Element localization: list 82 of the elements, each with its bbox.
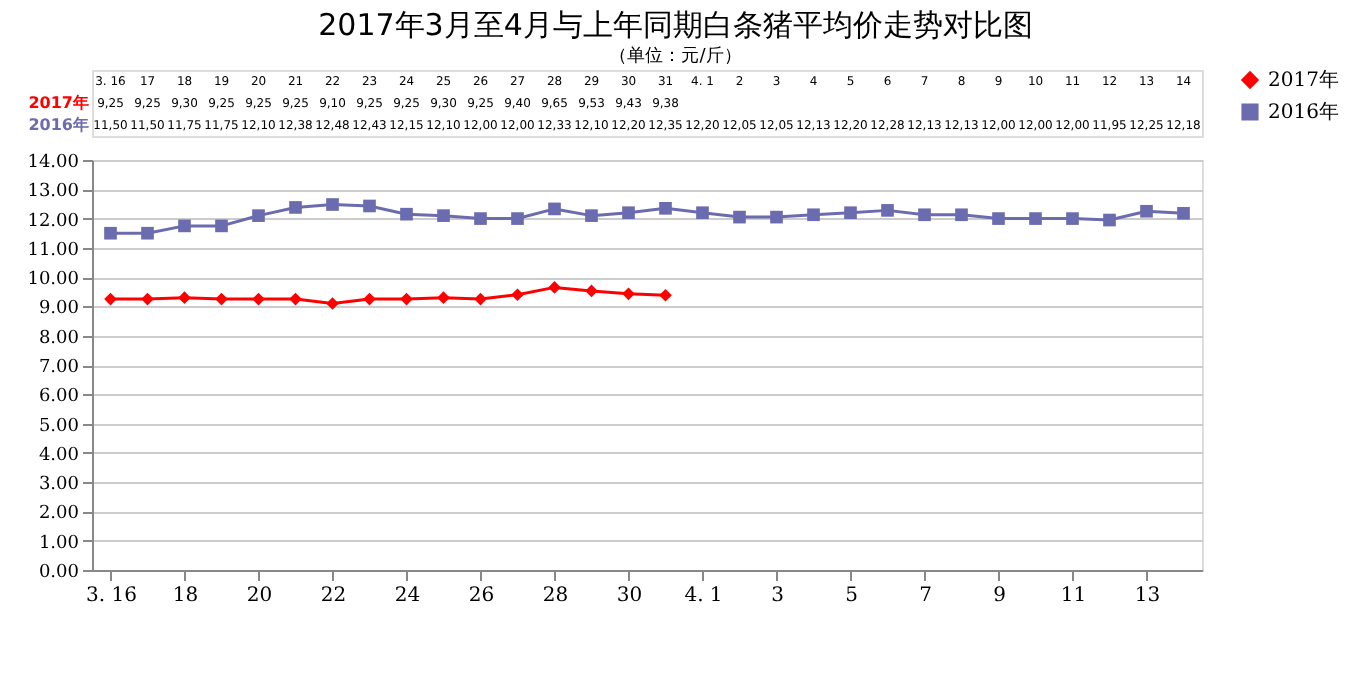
category-label: 13 [1134, 585, 1161, 607]
point [289, 201, 302, 214]
category-label: 3. 16 [86, 585, 137, 607]
point [881, 204, 894, 217]
point [215, 292, 228, 306]
point [548, 202, 561, 216]
point [585, 284, 598, 298]
point [252, 209, 265, 222]
point [178, 291, 191, 304]
point [659, 202, 672, 215]
point [1029, 212, 1042, 225]
point [548, 281, 561, 294]
point [363, 292, 376, 306]
point [992, 212, 1005, 225]
y-tick-label: 7.00 [38, 358, 80, 378]
point [178, 219, 191, 233]
category-label: 22 [320, 585, 347, 607]
text: 2016年 [28, 116, 89, 134]
y-tick-label: 0.00 [38, 563, 80, 583]
category-label: 7 [919, 585, 932, 607]
category-label: 20 [246, 585, 273, 607]
point [1140, 204, 1153, 218]
y-tick-label: 9.00 [38, 299, 80, 320]
point [326, 198, 339, 211]
category-label: 4. 1 [684, 585, 723, 607]
point [807, 208, 820, 222]
point [400, 292, 413, 306]
y-tick-label: 2.00 [38, 504, 80, 525]
point [289, 292, 302, 306]
point [770, 210, 783, 224]
point [1177, 206, 1190, 220]
chart-subtitle: （单位：元/斤） [609, 45, 742, 67]
point [437, 291, 450, 304]
point [585, 209, 598, 222]
y-tick-label: 10.00 [27, 270, 80, 291]
y-tick-label: 13.00 [27, 182, 80, 203]
point [1103, 213, 1116, 227]
point [955, 208, 968, 222]
point [622, 206, 635, 220]
y-tick-label: 4.00 [38, 445, 80, 466]
point [104, 292, 117, 306]
point [363, 199, 376, 213]
chart-title: 2017年3月至4月与上年同期白条猪平均价走势对比图 [318, 7, 1033, 43]
point [215, 219, 228, 233]
point [844, 206, 857, 220]
text: 2017年 [28, 94, 89, 112]
legend-label: 2017年 [1268, 68, 1339, 92]
point [696, 206, 709, 220]
category-label: 30 [616, 585, 643, 607]
y-tick-label: 12.00 [27, 211, 80, 232]
y-tick-label: 6.00 [38, 387, 80, 408]
y-tick-label: 5.00 [38, 416, 80, 437]
category-label: 28 [542, 585, 569, 607]
point [659, 288, 672, 302]
category-label: 9 [993, 585, 1006, 607]
point [141, 226, 154, 240]
legend-label: 2016年 [1268, 100, 1339, 124]
point [511, 288, 524, 302]
point [141, 292, 154, 306]
y-tick-label: 14.00 [27, 153, 80, 173]
y-tick-label: 1.00 [38, 533, 80, 554]
point [474, 292, 487, 306]
point [400, 207, 413, 221]
category-label: 5 [845, 585, 858, 607]
point [252, 292, 265, 306]
y-tick-label: 8.00 [38, 328, 80, 349]
category-label: 26 [468, 585, 495, 607]
y-tick-label: 11.00 [27, 240, 80, 261]
category-label: 24 [394, 585, 421, 607]
point [437, 209, 450, 222]
point [918, 208, 931, 222]
y-tick-label: 3.00 [38, 475, 80, 496]
category-label: 11 [1060, 585, 1087, 607]
point [326, 297, 339, 310]
category-label: 3 [771, 585, 784, 607]
point [1066, 212, 1079, 225]
point [733, 210, 746, 224]
category-label: 18 [172, 585, 199, 607]
point [511, 212, 524, 225]
point [622, 287, 635, 301]
point [474, 212, 487, 225]
point [104, 226, 117, 240]
